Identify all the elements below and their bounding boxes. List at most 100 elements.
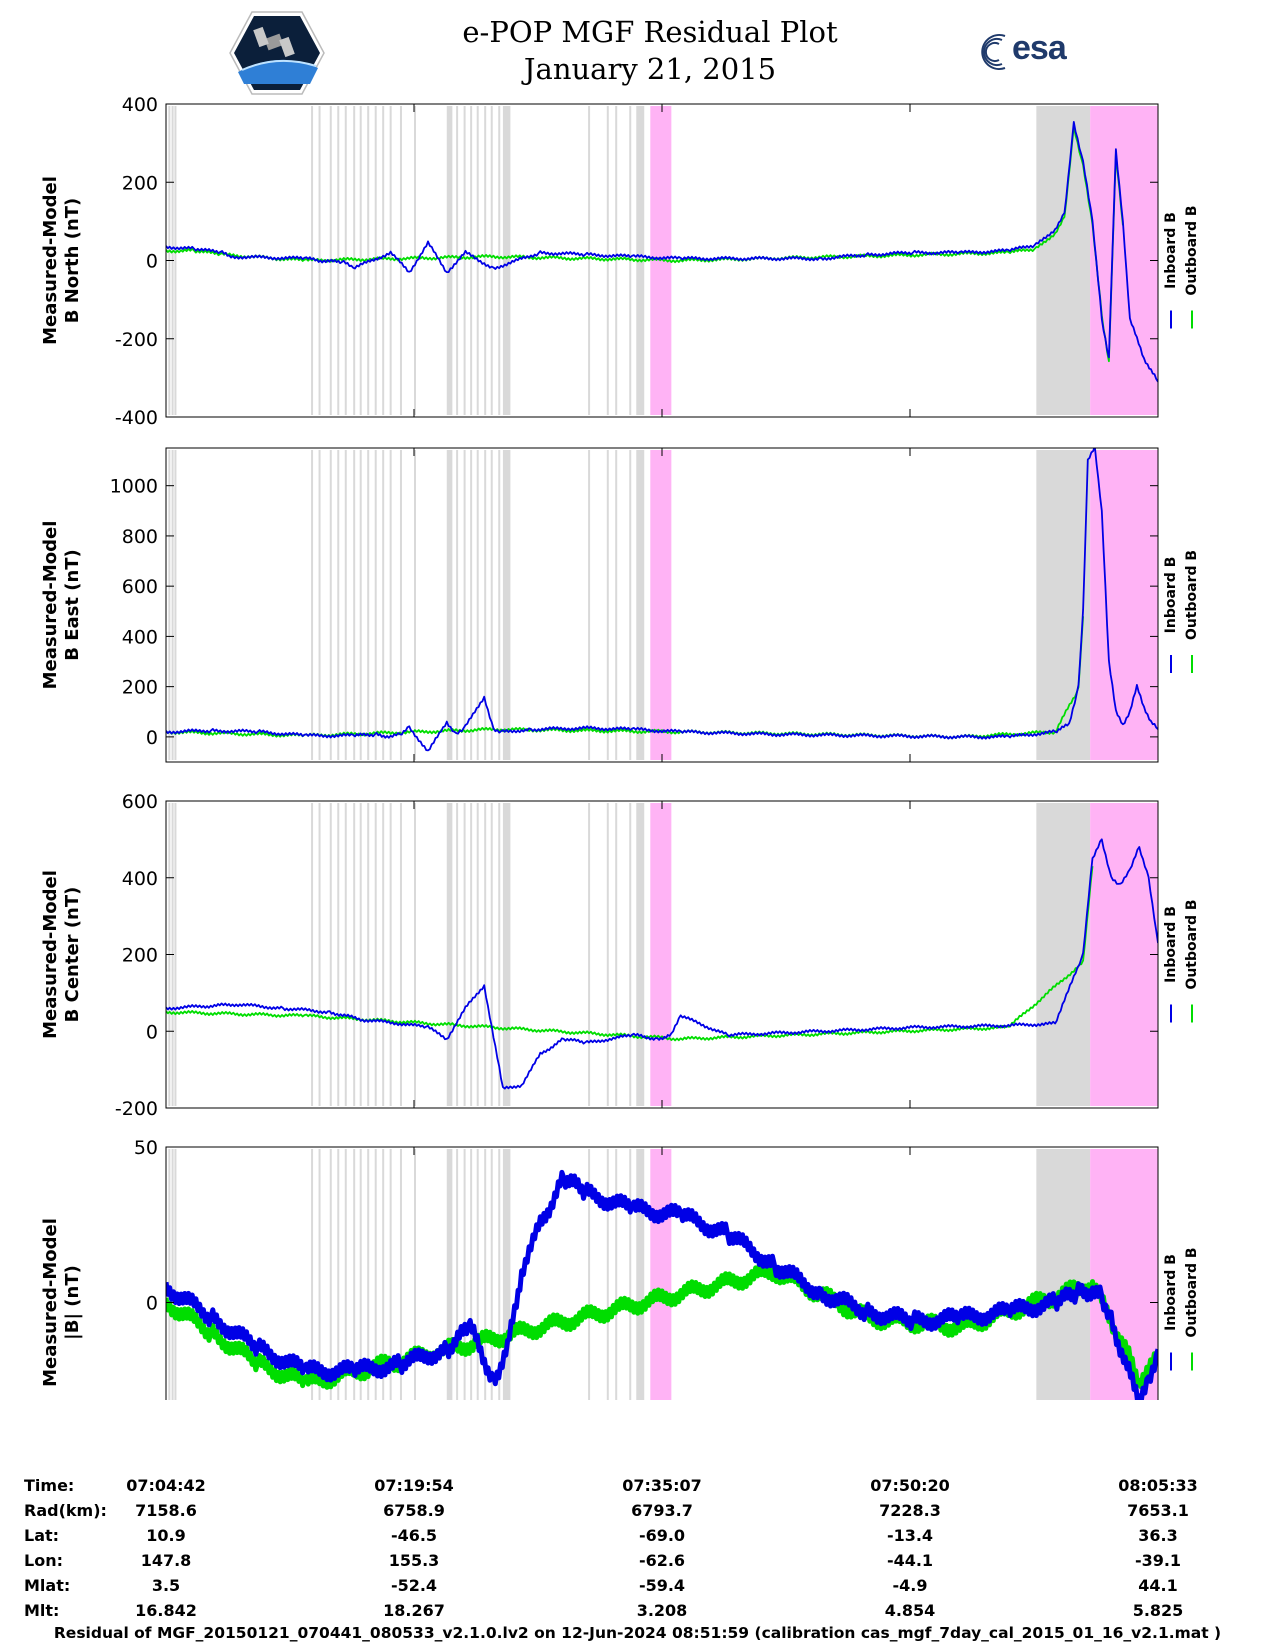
info-row-label: Time: xyxy=(24,1476,75,1495)
gray-band xyxy=(502,1149,511,1400)
gray-band xyxy=(174,450,177,760)
gray-band xyxy=(414,450,416,760)
gray-band xyxy=(636,803,645,1106)
gray-band xyxy=(374,803,377,1106)
gray-band xyxy=(353,106,356,415)
info-value: 7158.6 xyxy=(135,1501,197,1520)
y-axis-label-line1: Measured-Model xyxy=(40,521,61,690)
gray-band xyxy=(588,1149,591,1400)
gray-band xyxy=(318,803,321,1106)
info-value: -4.9 xyxy=(892,1576,928,1595)
gray-band xyxy=(615,450,618,760)
y-tick-label: 800 xyxy=(122,526,158,548)
esa-logo-text: esa xyxy=(1012,29,1067,67)
gray-band xyxy=(399,803,402,1106)
series-inboard-line xyxy=(166,838,1158,1090)
legend-outboard-label: Outboard B xyxy=(1184,1247,1200,1337)
y-tick-label: 200 xyxy=(122,945,158,967)
gray-band xyxy=(490,1149,493,1400)
y-axis-label-line1: Measured-Model xyxy=(40,176,61,345)
series-inboard-line xyxy=(166,121,1158,383)
y-tick-label: 0 xyxy=(146,1021,158,1043)
y-tick-label: 400 xyxy=(122,94,158,116)
chart-title-line2: January 21, 2015 xyxy=(523,52,777,86)
series-outboard-line xyxy=(166,616,1084,740)
gray-band xyxy=(484,450,487,760)
gray-band xyxy=(470,106,473,415)
gray-band xyxy=(382,803,385,1106)
gray-band xyxy=(344,803,347,1106)
gray-band xyxy=(367,803,370,1106)
gray-band xyxy=(446,450,453,760)
gray-band xyxy=(446,803,453,1106)
legend-inboard-label: Inboard B xyxy=(1163,212,1179,289)
gray-band xyxy=(344,1149,347,1400)
gray-band xyxy=(367,1149,370,1400)
y-axis-label-line2: B North (nT) xyxy=(62,198,83,324)
gray-band xyxy=(502,803,511,1106)
gray-band xyxy=(476,803,479,1106)
legend-outboard-label: Outboard B xyxy=(1184,205,1200,295)
y-tick-label: 50 xyxy=(134,1137,158,1159)
gray-band xyxy=(399,1149,402,1400)
gray-band xyxy=(484,1149,487,1400)
gray-band xyxy=(382,106,385,415)
gray-band xyxy=(490,450,493,760)
pink-band xyxy=(650,450,672,760)
gray-band xyxy=(629,803,632,1106)
gray-band xyxy=(414,106,416,415)
info-value: 6793.7 xyxy=(631,1501,693,1520)
info-value: 07:04:42 xyxy=(126,1476,206,1495)
gray-band xyxy=(498,803,501,1106)
series-inboard-line xyxy=(166,1169,1158,1400)
gray-band xyxy=(389,450,392,760)
cassiope-logo xyxy=(229,11,325,95)
gray-band xyxy=(1036,450,1091,760)
y-tick-label: 600 xyxy=(122,576,158,598)
panel-b-east-plot-region xyxy=(166,448,1158,760)
gray-band xyxy=(168,1149,171,1400)
gray-band xyxy=(456,1149,459,1400)
y-tick-label: -200 xyxy=(115,329,158,351)
info-value: 147.8 xyxy=(140,1551,192,1570)
info-value: -13.4 xyxy=(886,1526,934,1545)
panel-b-east: 0 200 400 600 800 1000 Measured-ModelB East (n… xyxy=(40,447,1200,763)
info-value: -52.4 xyxy=(390,1576,438,1595)
panel-b-magnitude: -50050Measured-Model|B| (nT)Inboard BOut… xyxy=(40,1137,1200,1400)
gray-band xyxy=(382,1149,385,1400)
gray-band xyxy=(337,803,340,1106)
pink-band xyxy=(1090,106,1158,415)
gray-band xyxy=(353,450,356,760)
gray-band xyxy=(476,450,479,760)
gray-band xyxy=(490,106,493,415)
gray-band xyxy=(498,1149,501,1400)
gray-band xyxy=(470,450,473,760)
gray-band xyxy=(588,450,591,760)
gray-band xyxy=(498,106,501,415)
gray-band xyxy=(456,803,459,1106)
gray-band xyxy=(502,450,511,760)
info-value: -44.1 xyxy=(886,1551,934,1570)
y-tick-label: 0 xyxy=(146,727,158,749)
panel-b-center-plot-region xyxy=(166,803,1158,1106)
info-value: -39.1 xyxy=(1134,1551,1182,1570)
legend-inboard-label: Inboard B xyxy=(1163,1254,1179,1331)
gray-band xyxy=(337,1149,340,1400)
y-axis-label-line2: B Center (nT) xyxy=(62,887,83,1023)
legend-outboard-label: Outboard B xyxy=(1184,550,1200,640)
gray-band xyxy=(374,450,377,760)
info-row-label: Mlt: xyxy=(24,1601,60,1620)
gray-band xyxy=(344,450,347,760)
gray-band xyxy=(615,803,618,1106)
info-value: -62.6 xyxy=(638,1551,686,1570)
info-value: 155.3 xyxy=(388,1551,440,1570)
gray-band xyxy=(374,1149,377,1400)
info-value: -59.4 xyxy=(638,1576,686,1595)
info-value: 44.1 xyxy=(1138,1576,1178,1595)
y-tick-label: 0 xyxy=(146,1293,158,1315)
gray-band xyxy=(629,1149,632,1400)
y-axis-label: Measured-ModelB East (nT) xyxy=(40,521,83,690)
info-value: 10.9 xyxy=(146,1526,186,1545)
pink-band xyxy=(1090,803,1158,1106)
gray-band xyxy=(636,1149,645,1400)
